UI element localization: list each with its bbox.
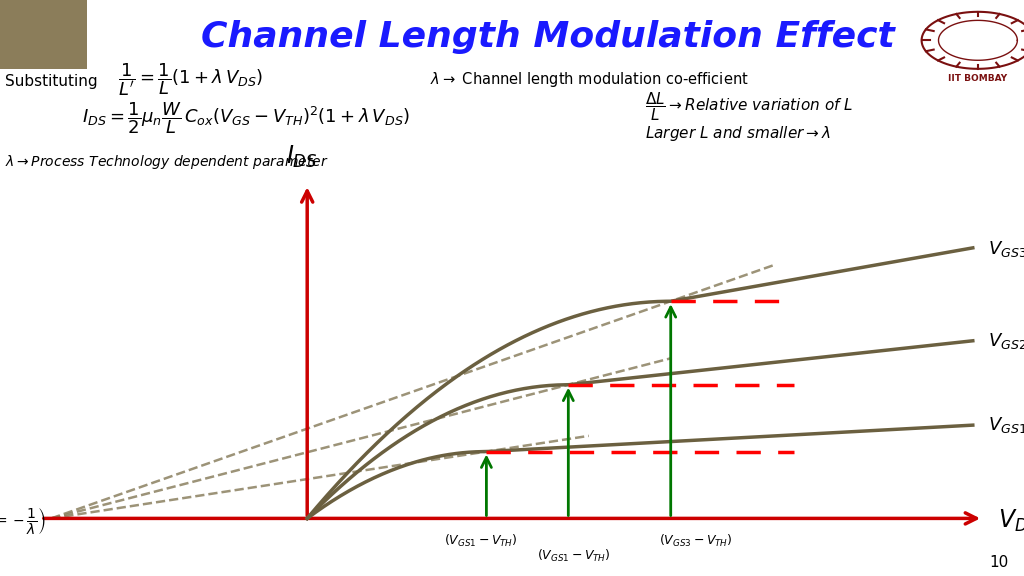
Text: $I_{DS} = \dfrac{1}{2}\mu_n \dfrac{W}{L}\, C_{ox}(V_{GS}-V_{TH})^2(1 + \lambda\,: $I_{DS} = \dfrac{1}{2}\mu_n \dfrac{W}{L}… — [82, 100, 410, 136]
Text: 10: 10 — [989, 555, 1009, 570]
Text: $(V_{GS1} - V_{TH})$: $(V_{GS1} - V_{TH})$ — [537, 548, 610, 564]
Bar — [0, 0, 87, 69]
Text: $V_{DS}$: $V_{DS}$ — [998, 508, 1024, 535]
Text: $\lambda \rightarrow$ Channel length modulation co-efficient: $\lambda \rightarrow$ Channel length mod… — [430, 70, 749, 89]
Text: $\left(-v_A = -\dfrac{1}{\lambda}\right)$: $\left(-v_A = -\dfrac{1}{\lambda}\right)… — [0, 506, 46, 536]
Text: Channel Length Modulation Effect: Channel Length Modulation Effect — [201, 20, 895, 55]
Text: $I_{DS}$: $I_{DS}$ — [287, 144, 317, 170]
Text: $V_{GS2}$: $V_{GS2}$ — [988, 331, 1024, 351]
Text: $V_{GS1}$: $V_{GS1}$ — [988, 415, 1024, 435]
Text: $(V_{GS3} - V_{TH})$: $(V_{GS3} - V_{TH})$ — [659, 533, 733, 549]
Text: $\dfrac{1}{L^{\prime}} = \dfrac{1}{L}(1 + \lambda\, V_{DS})$: $\dfrac{1}{L^{\prime}} = \dfrac{1}{L}(1 … — [118, 61, 263, 98]
Text: $\dfrac{\Delta L}{L} \rightarrow \mathit{Relative\ variation\ of\ L}$: $\dfrac{\Delta L}{L} \rightarrow \mathit… — [645, 90, 853, 123]
Text: $\lambda \rightarrow \mathit{Process\ Technology\ dependent\ parameter}$: $\lambda \rightarrow \mathit{Process\ Te… — [5, 153, 329, 172]
Text: IIT BOMBAY: IIT BOMBAY — [948, 74, 1008, 82]
Text: $\mathit{Larger\ L\ and\ smaller} \rightarrow \lambda$: $\mathit{Larger\ L\ and\ smaller} \right… — [645, 124, 831, 143]
Text: Substituting: Substituting — [5, 74, 97, 89]
Text: $V_{GS3}$: $V_{GS3}$ — [988, 239, 1024, 259]
Text: $(V_{GS1} - V_{TH})$: $(V_{GS1} - V_{TH})$ — [444, 533, 518, 549]
